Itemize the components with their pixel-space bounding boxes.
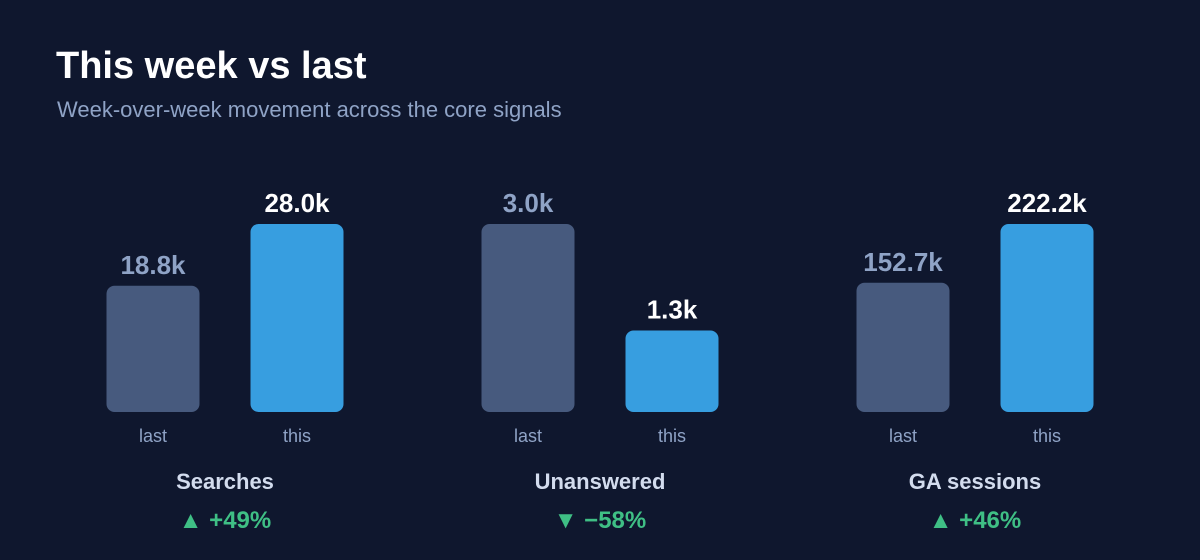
ga-sessions-metric-name: GA sessions (909, 469, 1041, 494)
searches-this-bar (250, 224, 344, 412)
unanswered-this-bar (625, 330, 719, 412)
searches-this-tick-label: this (283, 426, 311, 446)
searches-last-tick-label: last (139, 426, 167, 446)
searches-change-label: ▲ +49% (179, 507, 271, 534)
ga-sessions-change-label: ▲ +46% (929, 507, 1021, 534)
ga-sessions-this-value-label: 222.2k (1007, 188, 1087, 218)
ga-sessions-this-bar (1000, 224, 1094, 412)
unanswered-this-tick-label: this (658, 426, 686, 446)
searches-this-value-label: 28.0k (264, 188, 330, 218)
searches-last-value-label: 18.8k (120, 250, 186, 280)
ga-sessions-last-value-label: 152.7k (863, 247, 943, 277)
page-subtitle: Week-over-week movement across the core … (57, 97, 562, 122)
unanswered-last-bar (481, 224, 575, 412)
ga-sessions-last-tick-label: last (889, 426, 917, 446)
ga-sessions-last-bar (856, 282, 950, 412)
unanswered-last-tick-label: last (514, 426, 542, 446)
unanswered-change-label: ▼ −58% (554, 507, 646, 534)
searches-metric-name: Searches (176, 469, 274, 494)
ga-sessions-this-tick-label: this (1033, 426, 1061, 446)
page-title: This week vs last (56, 45, 367, 87)
unanswered-this-value-label: 1.3k (647, 295, 698, 325)
unanswered-metric-name: Unanswered (535, 469, 666, 494)
unanswered-last-value-label: 3.0k (503, 188, 554, 218)
searches-last-bar (106, 285, 200, 412)
